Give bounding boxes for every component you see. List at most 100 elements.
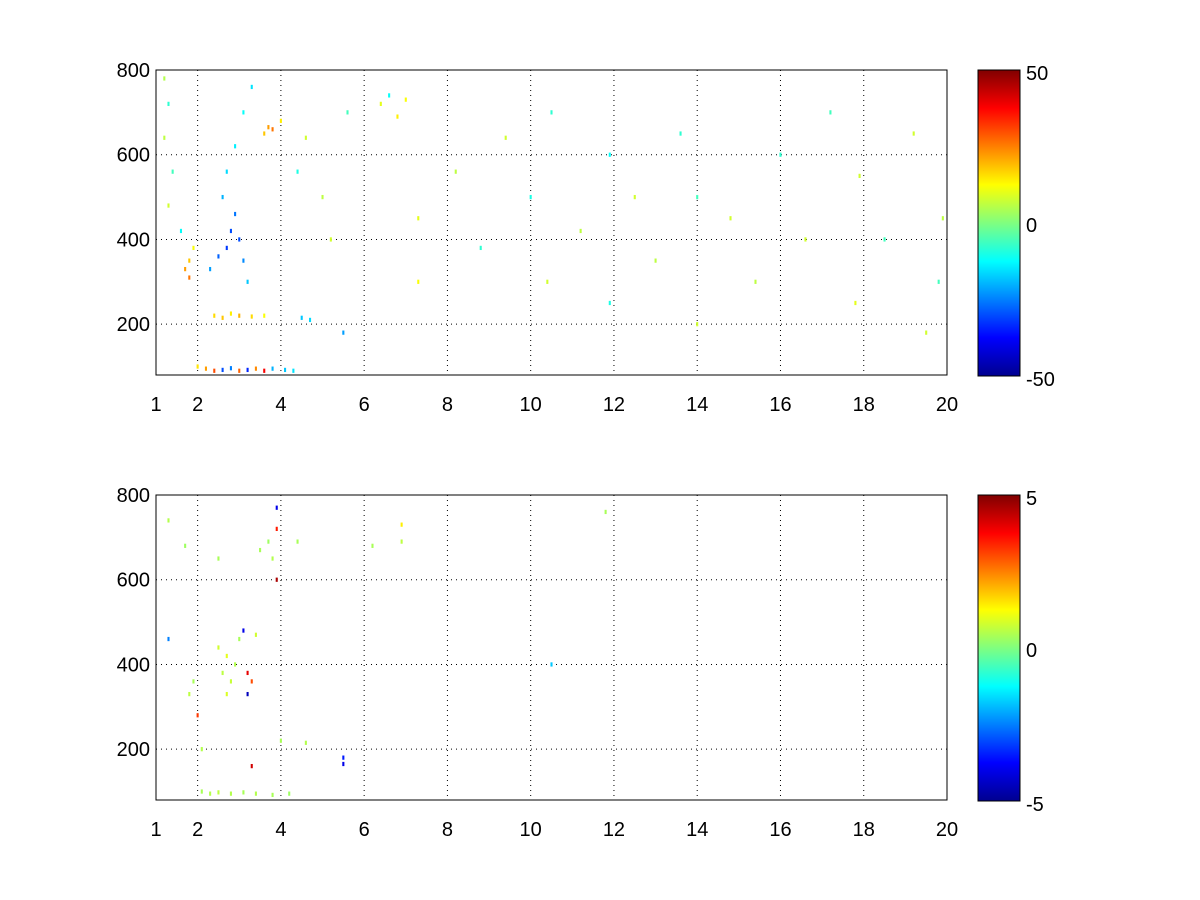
x-tick-label: 18	[853, 394, 875, 416]
heatmap-cell	[829, 110, 832, 115]
heatmap-cell	[167, 636, 170, 642]
bottom-heatmap-x-ticks: 1 2 4 6 8 10 12 14 16 18 20	[150, 819, 958, 841]
heatmap-cell	[321, 194, 324, 200]
top-colorbar-max-label: 50	[1026, 63, 1048, 85]
heatmap-cell	[163, 135, 166, 140]
heatmap-cell	[167, 203, 170, 208]
heatmap-cell	[221, 194, 224, 200]
x-tick-label: 12	[603, 819, 625, 841]
x-tick-label: 4	[275, 819, 286, 841]
y-tick-label: 400	[117, 654, 150, 676]
heatmap-cell	[308, 317, 312, 323]
heatmap-cell	[221, 670, 224, 676]
heatmap-cell	[296, 539, 299, 544]
heatmap-cell	[171, 169, 174, 174]
y-tick-label: 800	[117, 60, 150, 82]
heatmap-cell	[225, 245, 228, 251]
bottom-colorbar-frame	[977, 494, 1021, 802]
x-tick-label: 1	[150, 819, 161, 841]
heatmap-cell	[275, 526, 278, 532]
heatmap-cell	[184, 266, 187, 272]
heatmap-cell	[608, 152, 611, 157]
heatmap-cell	[417, 216, 420, 221]
top-heatmap-y-ticks: 200 400 600 800	[117, 60, 150, 336]
heatmap-cell	[271, 366, 274, 371]
heatmap-cell	[271, 127, 274, 132]
heatmap-cell	[304, 740, 307, 745]
x-tick-label: 8	[442, 394, 453, 416]
bottom-heatmap-frame	[155, 494, 948, 801]
heatmap-cell	[679, 131, 682, 136]
y-tick-label: 600	[117, 145, 150, 167]
bottom-heatmap-cells	[167, 505, 607, 798]
heatmap-cell	[854, 300, 857, 306]
heatmap-cell	[604, 509, 607, 515]
heatmap-cell	[342, 761, 345, 767]
heatmap-cell	[263, 313, 266, 318]
x-tick-label: 16	[769, 394, 791, 416]
heatmap-cell	[246, 691, 249, 697]
y-tick-label: 200	[117, 314, 150, 336]
heatmap-cell	[267, 539, 270, 544]
heatmap-cell	[246, 279, 249, 284]
heatmap-cell	[184, 543, 187, 548]
heatmap-cell	[379, 101, 382, 107]
x-tick-label: 20	[936, 819, 958, 841]
x-tick-label: 1	[150, 394, 161, 416]
heatmap-cell	[229, 366, 232, 371]
x-tick-label: 4	[275, 394, 286, 416]
y-tick-label: 200	[117, 739, 150, 761]
heatmap-cell	[342, 330, 345, 335]
bottom-colorbar-max-label: 5	[1026, 488, 1037, 510]
heatmap-cell	[188, 275, 191, 280]
heatmap-cell	[200, 789, 203, 794]
heatmap-cell	[696, 322, 699, 327]
heatmap-cell	[217, 254, 220, 259]
bottom-colorbar-gradient	[978, 495, 1020, 801]
heatmap-cell	[454, 169, 457, 174]
heatmap-cell	[937, 279, 940, 284]
heatmap-cell	[238, 237, 241, 242]
heatmap-cell	[267, 125, 270, 130]
heatmap-cell	[242, 258, 245, 263]
heatmap-cell	[229, 679, 232, 684]
heatmap-cell	[779, 152, 782, 157]
heatmap-cell	[192, 679, 195, 684]
heatmap-cell	[279, 738, 282, 743]
heatmap-cell	[200, 747, 203, 752]
y-tick-label: 600	[117, 570, 150, 592]
heatmap-cell	[217, 645, 220, 650]
heatmap-cell	[225, 653, 228, 659]
heatmap-cell	[234, 211, 237, 217]
x-tick-label: 14	[686, 819, 708, 841]
x-tick-label: 2	[192, 394, 203, 416]
heatmap-cell	[263, 368, 266, 373]
heatmap-cell	[259, 547, 262, 553]
heatmap-cell	[188, 691, 191, 697]
heatmap-cell	[275, 505, 278, 510]
heatmap-cell	[396, 114, 399, 119]
heatmap-cell	[234, 662, 237, 667]
x-tick-label: 10	[520, 394, 542, 416]
top-colorbar: 50 0 -50	[977, 63, 1055, 391]
heatmap-cell	[417, 279, 420, 284]
heatmap-cell	[250, 679, 253, 684]
heatmap-cell	[229, 228, 232, 234]
heatmap-cell	[225, 691, 228, 697]
heatmap-cell	[300, 315, 303, 320]
heatmap-cell	[404, 97, 407, 102]
heatmap-cell	[271, 556, 274, 561]
top-colorbar-frame	[977, 69, 1021, 377]
heatmap-cell	[342, 755, 345, 760]
heatmap-cell	[479, 245, 482, 251]
heatmap-cell	[225, 169, 228, 174]
x-tick-label: 8	[442, 819, 453, 841]
x-tick-label: 18	[853, 819, 875, 841]
heatmap-cell	[529, 194, 532, 200]
heatmap-cell	[608, 300, 611, 306]
x-tick-label: 12	[603, 394, 625, 416]
heatmap-cell	[242, 790, 245, 795]
